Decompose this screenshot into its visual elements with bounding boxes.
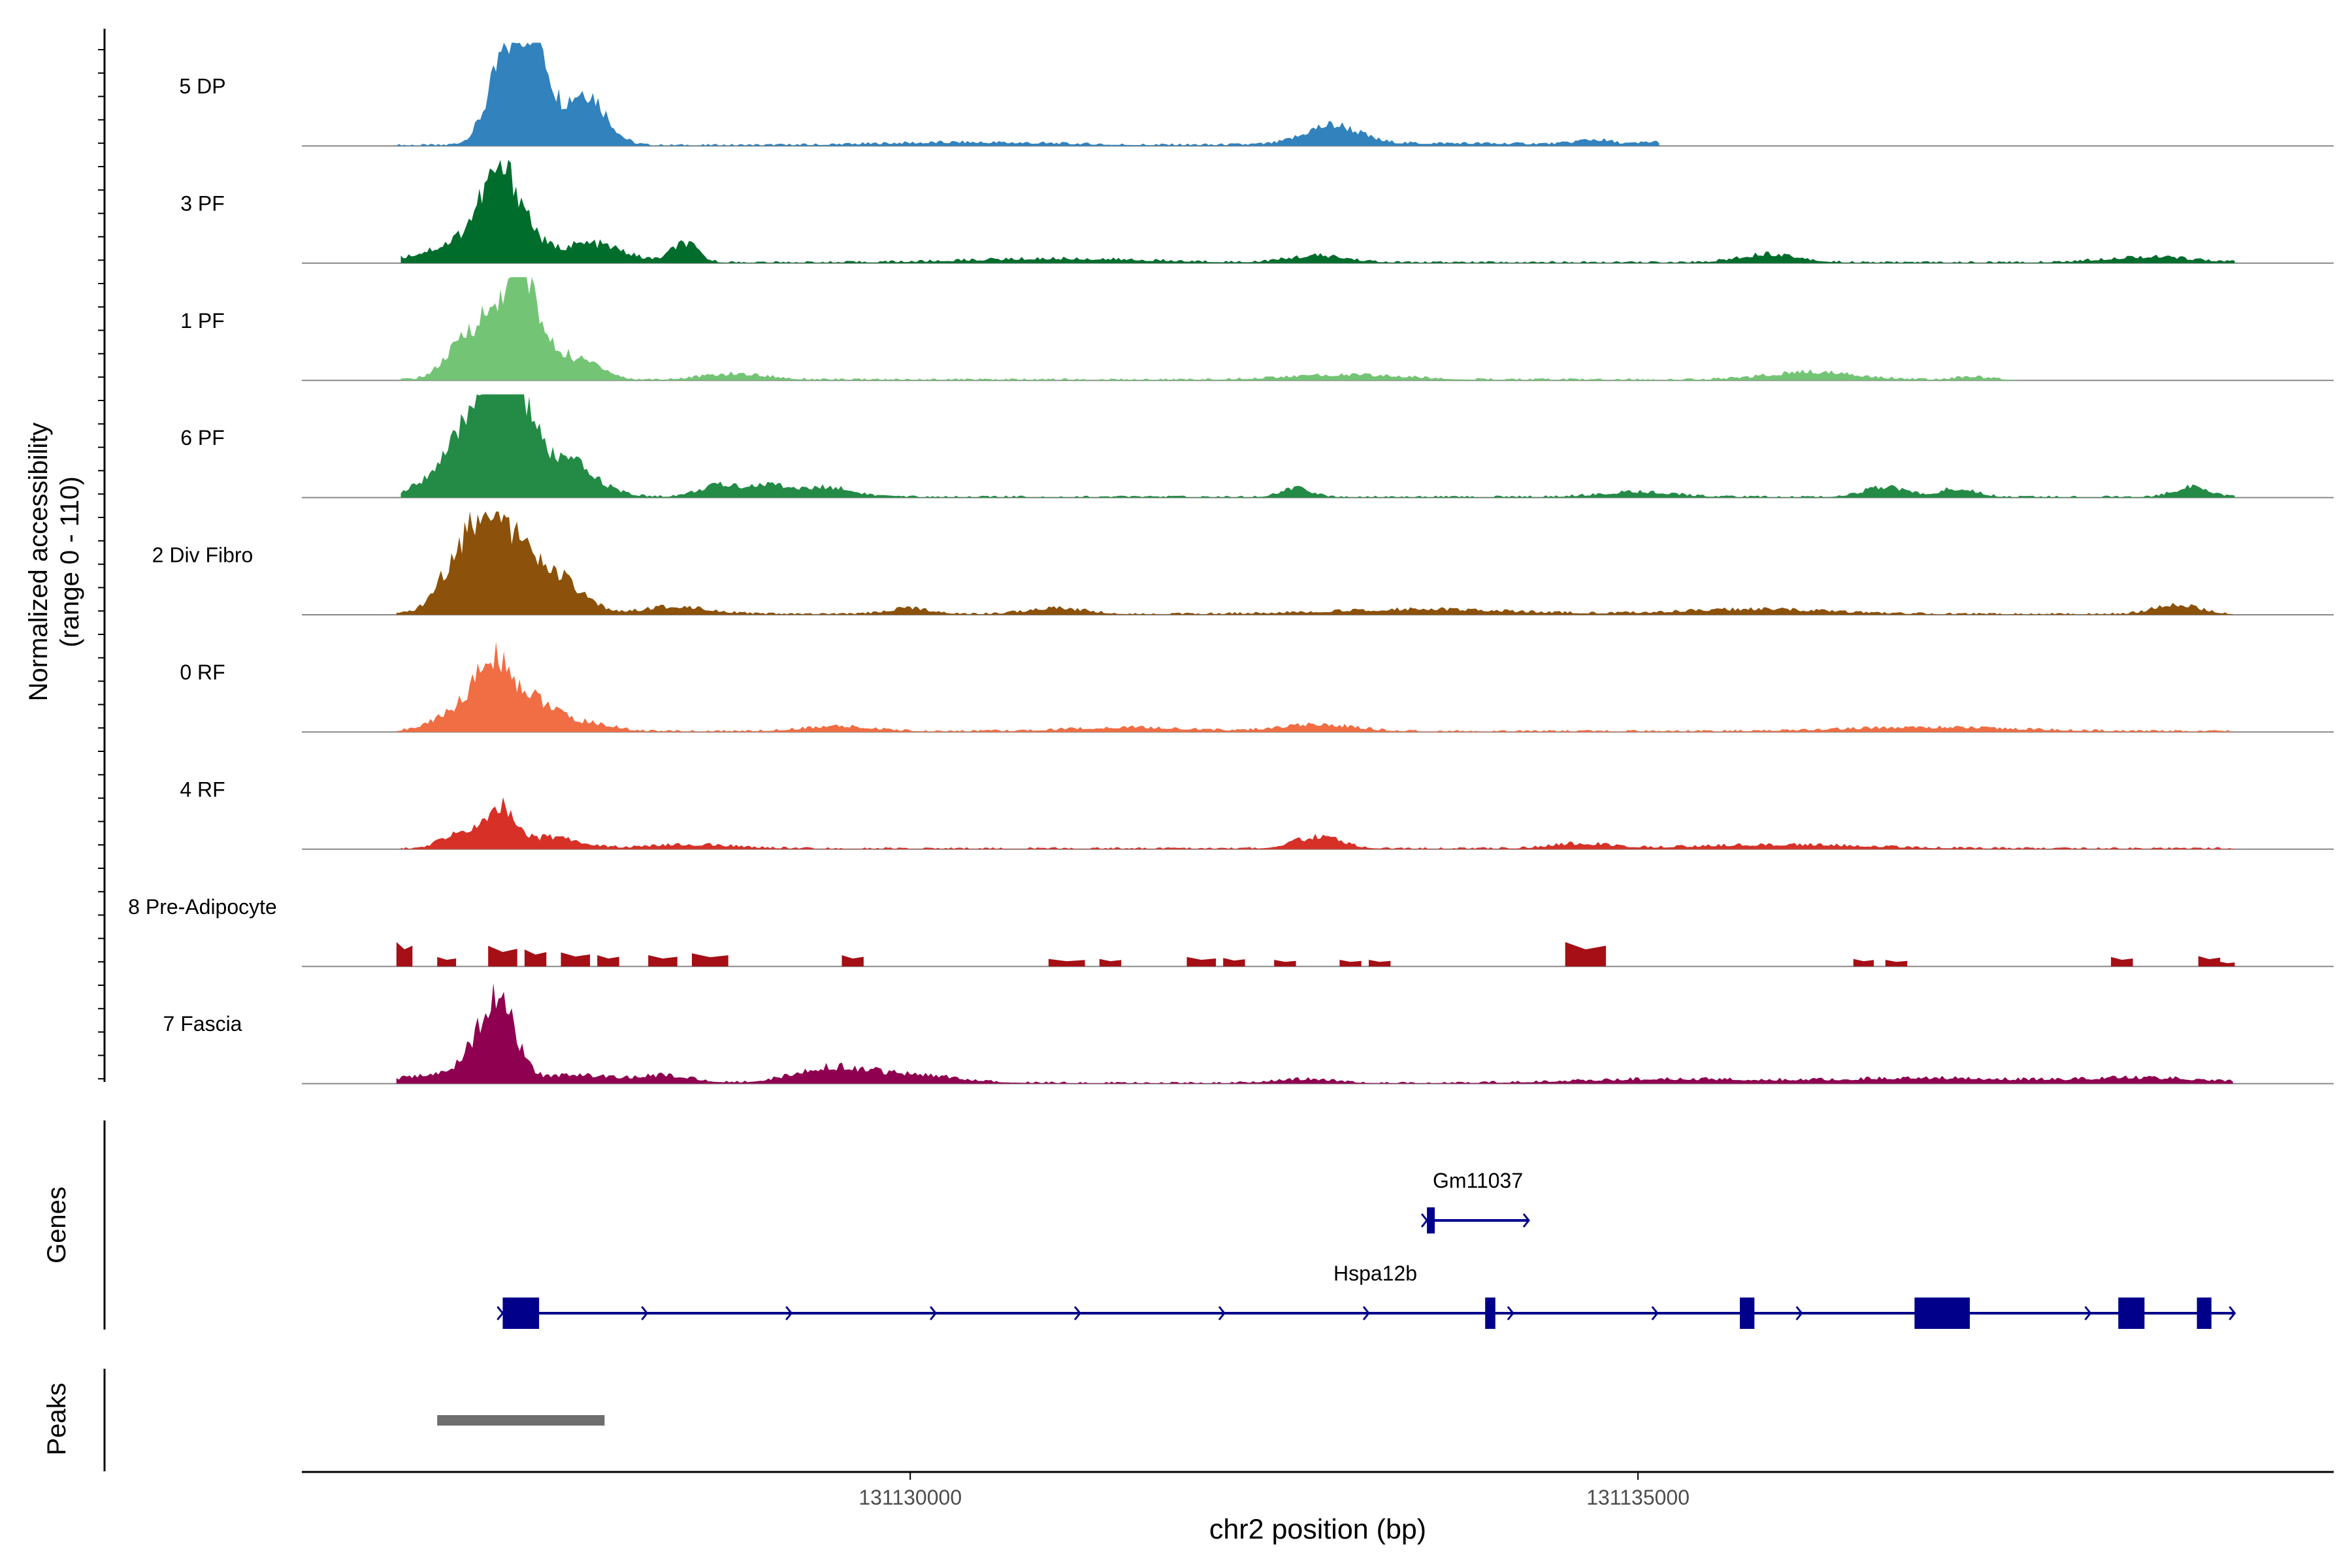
coverage-tracks: 5 DP 3 PF 1 PF 6 PF 2 Div Fibro 0 RF 4 RF 8 Pre… [128,42,2334,1085]
coverage-area [396,42,1659,146]
y-axis-title: Normalized accessibility (range 0 - 110) [24,423,84,702]
strand-arrow [1651,1306,1659,1320]
strand-arrow [1507,1306,1514,1320]
strand-arrow [1362,1306,1370,1320]
strand-arrow [2229,1306,2236,1320]
coverage-area [396,512,2233,615]
track-2-div-fibro: 2 Div Fibro [152,512,2334,615]
strand-arrow [1073,1306,1082,1320]
gene-label: Hspa12b [1333,1262,1417,1285]
y-axis-title-line1: Normalized accessibility [24,423,53,702]
x-axis-ticks: 131130000 131135000 [858,1472,1690,1509]
coverage-area [400,277,2015,381]
x-tick-label: 131135000 [1586,1486,1690,1509]
track-label: 2 Div Fibro [152,544,253,567]
gene-hspa12b: Hspa12b [497,1262,2236,1329]
peak-region [437,1415,605,1426]
coverage-y-ticks [98,49,105,1080]
strand-arrow [1420,1213,1429,1228]
track-8-pre-adipocyte: 8 Pre-Adipocyte [128,895,2334,968]
track-3-pf: 3 PF [180,159,2334,264]
strand-arrow [1795,1306,1803,1320]
exon [502,1298,540,1329]
peaks-panel [437,1415,605,1426]
track-label: 5 DP [179,74,225,98]
strand-arrow [497,1306,504,1320]
exon [1485,1298,1495,1329]
track-label: 0 RF [180,661,225,684]
exon [1914,1298,1970,1329]
genes-panel: Gm11037 Hspa12b [497,1169,2236,1329]
strand-arrow [785,1306,793,1320]
strand-arrow [2084,1306,2092,1320]
track-label: 6 PF [180,426,225,449]
coverage-area [396,941,2235,967]
exon [2118,1298,2145,1329]
track-1-pf: 1 PF [180,277,2334,382]
track-4-rf: 4 RF [180,777,2334,850]
strand-arrow [930,1306,938,1320]
track-label: 1 PF [180,309,225,333]
track-label: 3 PF [180,191,225,215]
track-6-pf: 6 PF [180,394,2334,498]
gene-gm11037: Gm11037 [1420,1169,1530,1233]
exon [1740,1298,1755,1329]
coverage-area [400,159,2235,263]
track-7-fascia: 7 Fascia [163,983,2334,1085]
exon [1427,1207,1435,1233]
track-5-dp: 5 DP [179,42,2334,147]
track-0-rf: 0 RF [180,642,2334,733]
peaks-panel-label: Peaks [42,1382,71,1455]
strand-arrow [1522,1213,1530,1228]
strand-arrow [641,1306,649,1320]
x-tick-label: 131130000 [858,1486,962,1509]
exon [2197,1298,2212,1329]
gene-label: Gm11037 [1433,1169,1523,1192]
y-axis-title-line2: (range 0 - 110) [56,476,84,647]
track-label: 7 Fascia [163,1012,242,1036]
strand-arrow [1218,1306,1226,1320]
track-label: 4 RF [180,777,225,801]
coverage-area [400,394,2235,498]
coverage-area [400,797,2235,849]
genes-panel-label: Genes [42,1186,71,1264]
x-axis-title: chr2 position (bp) [1209,1514,1426,1545]
coverage-area [396,642,2233,732]
track-label: 8 Pre-Adipocyte [128,895,277,919]
coverage-area [396,983,2233,1084]
